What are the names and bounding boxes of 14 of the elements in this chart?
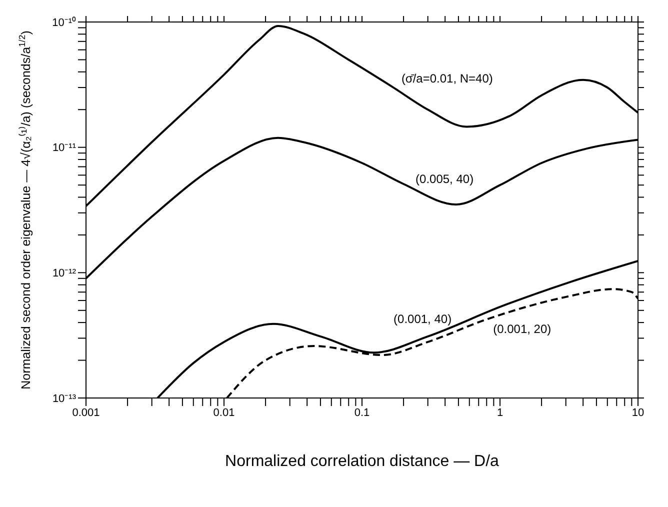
y-tick-label: 10⁻¹⁰ bbox=[52, 16, 76, 29]
x-tick-label: 0.01 bbox=[213, 406, 235, 419]
y-tick-label: 10⁻¹¹ bbox=[52, 142, 76, 154]
y-tick-label: 10⁻¹³ bbox=[52, 392, 76, 405]
y-tick-label: 10⁻¹² bbox=[52, 268, 76, 280]
annotation: (0.001, 20) bbox=[493, 322, 552, 336]
annotation: (0.005, 40) bbox=[416, 172, 474, 186]
x-tick-label: 1 bbox=[496, 406, 504, 419]
annotation: (0.001, 40) bbox=[394, 312, 452, 326]
x-axis-title: Normalized correlation distance — D/a bbox=[225, 453, 500, 470]
annotation: (σ̄/a=0.01, N=40) bbox=[401, 72, 493, 86]
x-tick-label: 0.1 bbox=[354, 406, 370, 419]
x-tick-label: 10 bbox=[632, 406, 644, 419]
x-tick-label: 0.001 bbox=[72, 406, 100, 419]
